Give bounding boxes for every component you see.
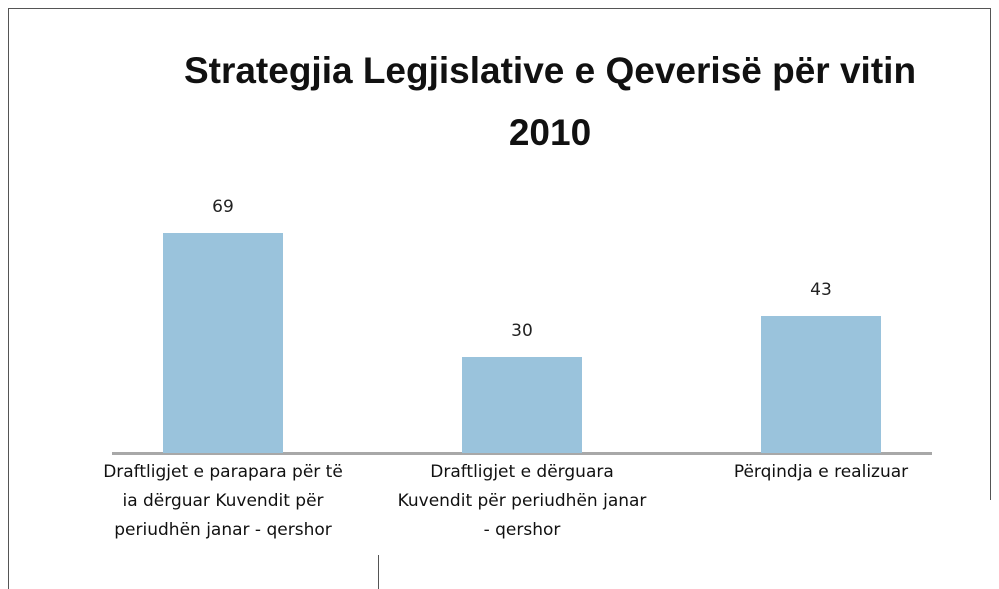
- chart-title: Strategjia Legjislative e Qeverisë për v…: [183, 50, 917, 153]
- value-label: 69: [212, 196, 234, 217]
- x-tick-label: Përqindja e realizuar: [733, 462, 909, 482]
- x-tick-label: Draftligjet e parapara për të ia dërguar…: [103, 462, 343, 540]
- frame-left: [8, 8, 9, 589]
- value-label: 43: [810, 279, 832, 300]
- frame-line: [378, 555, 379, 589]
- frame-top: [8, 8, 991, 9]
- bar: [462, 357, 582, 453]
- x-tick-label: Draftligjet e dërguara Kuvendit për peri…: [397, 462, 647, 540]
- bar: [163, 232, 283, 453]
- baseline: [112, 452, 932, 455]
- bar: [761, 315, 881, 453]
- frame-right: [990, 8, 991, 500]
- value-label: 30: [511, 321, 533, 342]
